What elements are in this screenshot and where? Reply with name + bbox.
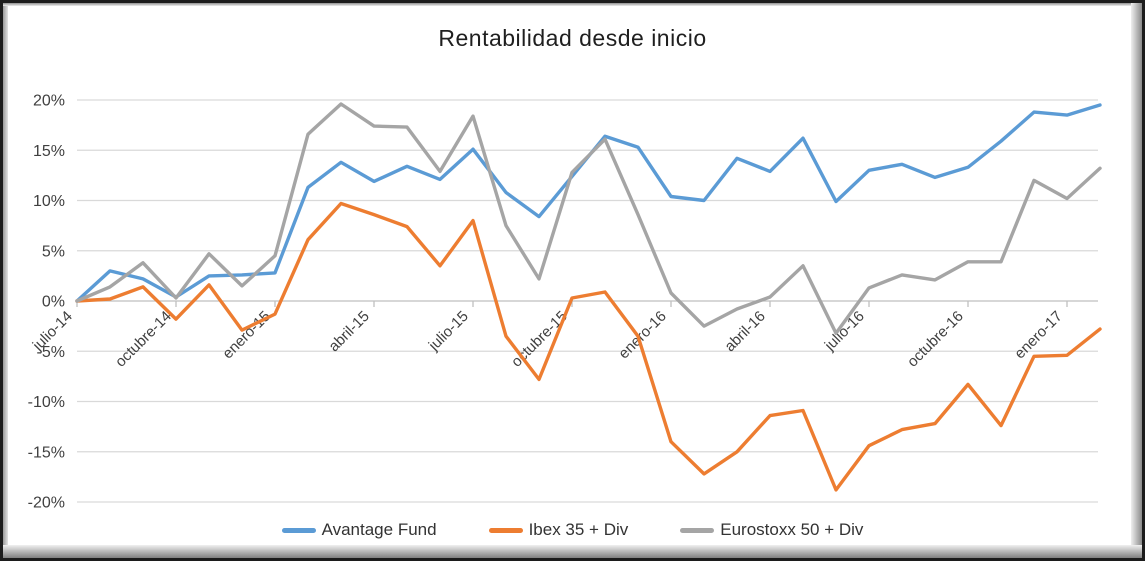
line-chart-plot-area: 20%15%10%5%0%-5%-10%-15%-20%julio-14 octu… [28,93,1102,512]
x-axis-tick-label: abril-15 [325,308,372,355]
y-axis-tick-label: 5% [42,243,65,260]
x-axis-tick-label: octubre-15 [508,308,571,371]
legend-swatch-ibex-35-div [488,527,523,533]
legend-label: Eurostoxx 50 + Div [720,520,864,539]
y-axis-tick-label: -10% [28,394,65,411]
x-axis-tick-label: julio-15 [425,308,472,355]
y-axis-tick-label: 15% [33,143,65,160]
y-axis-tick-label: -15% [28,444,65,461]
x-axis-tick-label: enero-15 [219,308,273,362]
legend-item-ibex-35-div[interactable]: Ibex 35 + Div [488,520,629,540]
legend-swatch-avantage-fund [281,527,316,533]
legend-label: Avantage Fund [321,520,437,539]
series-line-ibex-35-div [75,201,1102,492]
legend-item-eurostoxx-50-div[interactable]: Eurostoxx 50 + Div [680,520,863,540]
y-axis-tick-label: 0% [42,294,65,311]
series-line-eurostoxx-50-div [75,102,1102,335]
legend-label: Ibex 35 + Div [528,520,629,539]
series-line-avantage-fund [75,103,1102,303]
x-axis-tick-label: octubre-14 [112,308,175,371]
y-axis-tick-label: 10% [33,193,65,210]
y-axis-tick-label: -20% [28,495,65,512]
y-axis-tick-label: -5% [37,344,65,361]
legend-swatch-eurostoxx-50-div [680,527,715,533]
chart-legend: Avantage Fund Ibex 35 + Div Eurostoxx 50 +… [3,520,1142,540]
x-axis-tick-label: octubre-16 [904,308,967,371]
chart-title: Rentabilidad desde inicio [438,25,707,51]
legend-item-avantage-fund[interactable]: Avantage Fund [281,520,437,540]
y-axis-tick-label: 20% [33,93,65,110]
